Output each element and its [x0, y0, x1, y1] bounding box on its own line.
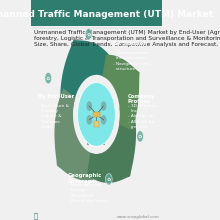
Text: ♻: ♻: [86, 32, 91, 37]
Bar: [99, 139, 101, 145]
Circle shape: [101, 101, 106, 111]
Text: www.snrpglobal.com: www.snrpglobal.com: [116, 215, 159, 219]
Text: By End-User: By End-User: [38, 94, 75, 99]
Bar: [93, 112, 100, 117]
Circle shape: [101, 115, 106, 125]
Circle shape: [85, 28, 92, 40]
FancyBboxPatch shape: [31, 0, 162, 26]
Polygon shape: [103, 55, 140, 130]
Text: - North America
- Europe
- Asia-Pacific
- Rest of the World: - North America - Europe - Asia-Pacific …: [68, 183, 107, 203]
Bar: [91, 138, 93, 145]
Text: ♻: ♻: [138, 134, 142, 139]
Text: - Agriculture &
  Forestry
- Logistic &
  Transpor-
  tation: - Agriculture & Forestry - Logistic & Tr…: [38, 104, 70, 129]
Text: - 3D Robotics,
  Inc.
- AirMap, Inc.
- Altitude An-
  gel, Ltd.: - 3D Robotics, Inc. - AirMap, Inc. - Alt…: [128, 104, 157, 129]
Text: Geographic
Coverage: Geographic Coverage: [68, 173, 102, 183]
Bar: [103, 137, 105, 145]
Text: Company
Profiles: Company Profiles: [128, 94, 155, 104]
Polygon shape: [55, 88, 103, 181]
Text: Unmanned Traffic Management (UTM) Market by End-User (Agriculture &
forestry, Lo: Unmanned Traffic Management (UTM) Market…: [34, 30, 220, 47]
Text: ♻: ♻: [46, 76, 50, 81]
Text: Ⓜ: Ⓜ: [34, 212, 38, 219]
Circle shape: [86, 101, 92, 111]
Bar: [94, 121, 99, 126]
Circle shape: [105, 174, 112, 185]
Bar: [95, 141, 96, 145]
Circle shape: [137, 131, 143, 142]
Circle shape: [45, 72, 52, 84]
Circle shape: [78, 82, 115, 146]
Circle shape: [86, 115, 92, 125]
Text: Unmanned Traffic Management (UTM) Market: Unmanned Traffic Management (UTM) Market: [0, 10, 213, 19]
Text: - Communication
  Infrastructure
- Navigation Infra-
  structure: - Communication Infrastructure - Navigat…: [113, 51, 152, 71]
Polygon shape: [87, 104, 136, 183]
Polygon shape: [60, 40, 112, 108]
Text: ♻: ♻: [107, 177, 111, 182]
Text: By Solution: By Solution: [113, 41, 147, 46]
Bar: [87, 140, 89, 145]
